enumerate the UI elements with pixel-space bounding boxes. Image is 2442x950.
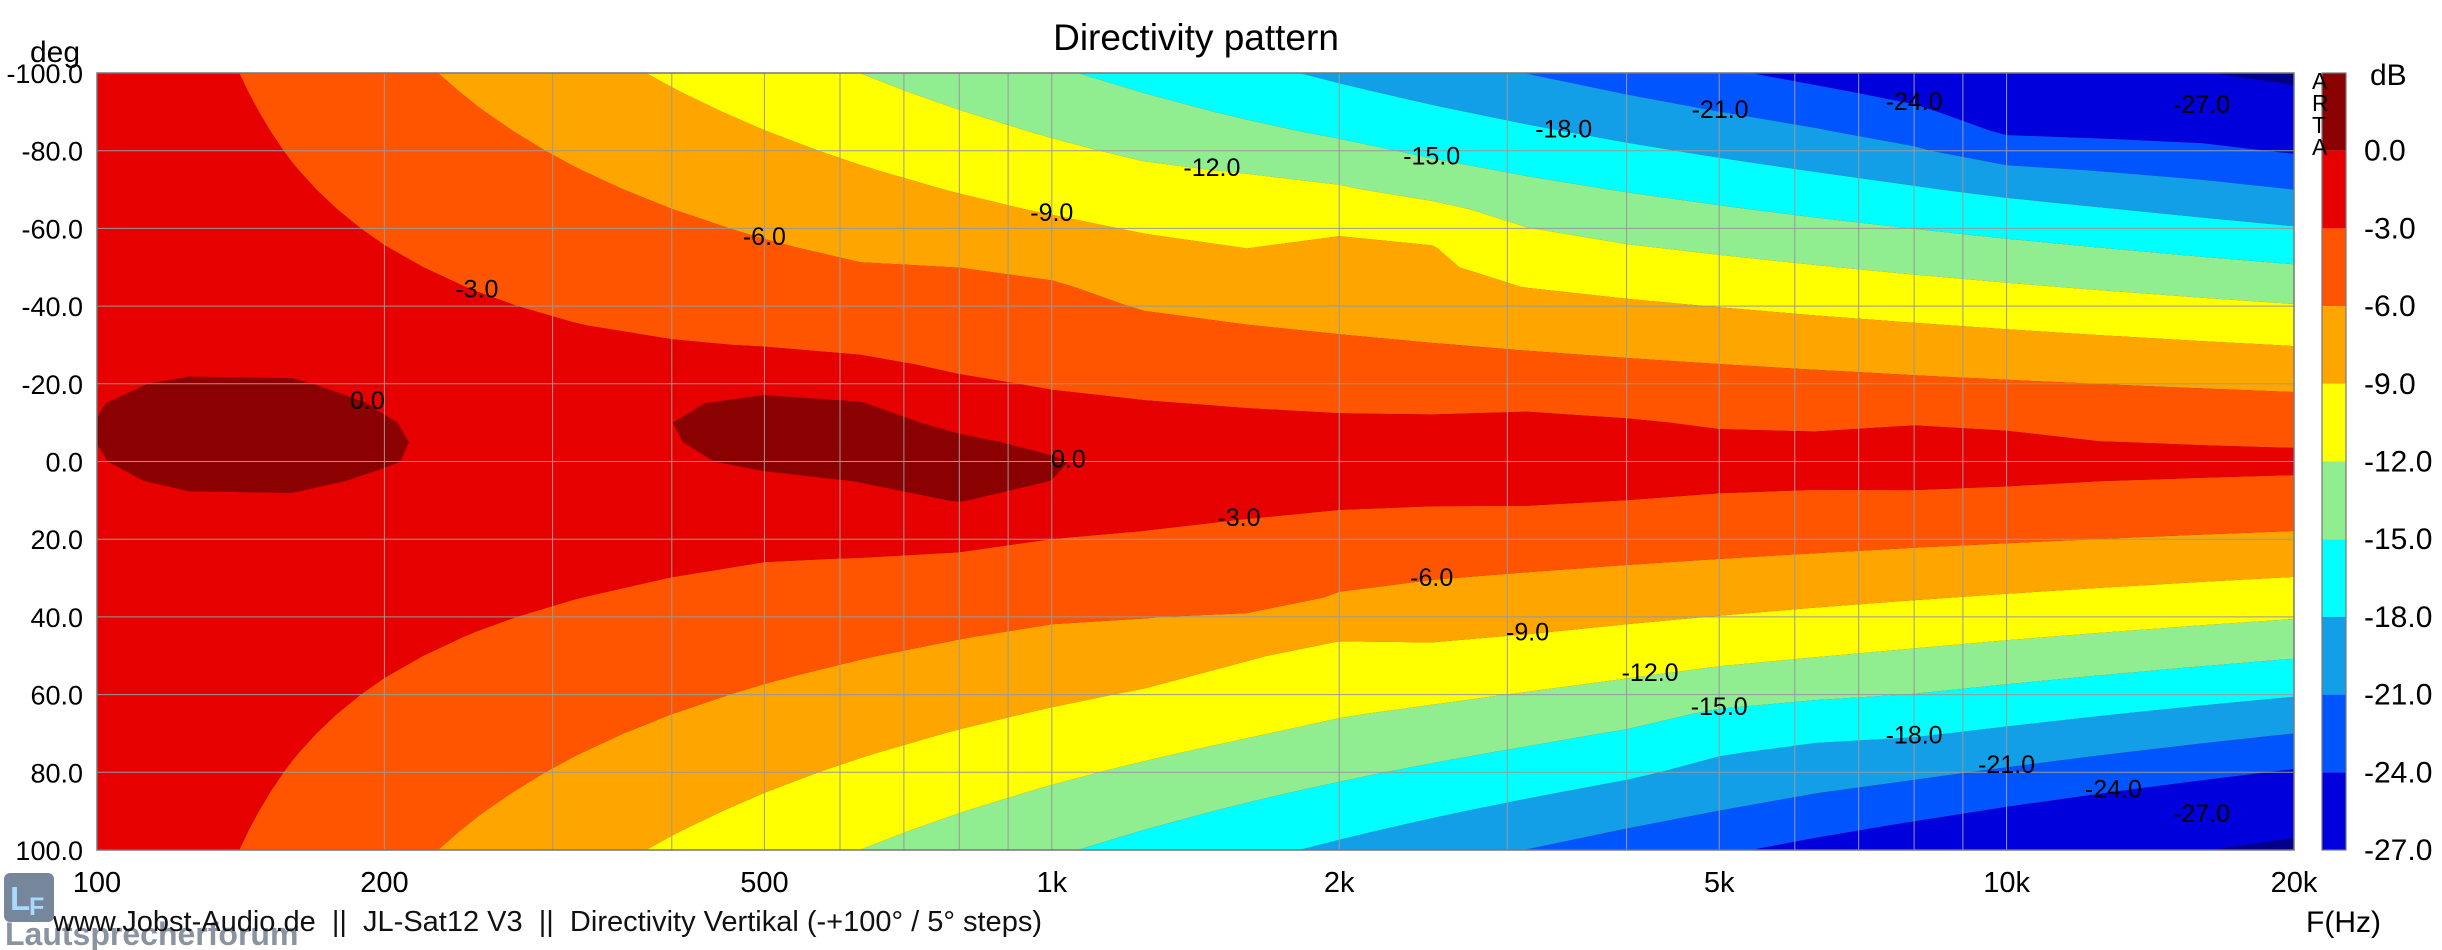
- svg-text:-9.0: -9.0: [1506, 618, 1549, 646]
- svg-text:-15.0: -15.0: [1691, 693, 1748, 721]
- svg-text:0.0: 0.0: [1051, 446, 1086, 474]
- svg-text:-6.0: -6.0: [1410, 564, 1453, 592]
- svg-text:80.0: 80.0: [30, 758, 83, 788]
- svg-text:-100.0: -100.0: [6, 59, 83, 89]
- svg-text:-20.0: -20.0: [21, 370, 83, 400]
- svg-text:-27.0: -27.0: [2173, 91, 2230, 119]
- svg-text:10k: 10k: [1983, 867, 2030, 899]
- svg-text:100: 100: [73, 867, 121, 899]
- svg-text:500: 500: [740, 867, 788, 899]
- svg-text:-27.0: -27.0: [2364, 834, 2432, 867]
- svg-text:www.Jobst-Audio.de || JL-Sat: www.Jobst-Audio.de || JL-Sat12 V3 || Dir…: [52, 906, 1042, 938]
- svg-text:L: L: [10, 880, 30, 917]
- svg-text:-24.0: -24.0: [2364, 756, 2432, 789]
- svg-text:40.0: 40.0: [30, 603, 83, 633]
- svg-text:-80.0: -80.0: [21, 137, 83, 167]
- svg-text:-3.0: -3.0: [1217, 504, 1260, 532]
- svg-text:5k: 5k: [1704, 867, 1735, 899]
- svg-text:-15.0: -15.0: [2364, 523, 2432, 556]
- svg-text:20.0: 20.0: [30, 525, 83, 555]
- svg-text:-21.0: -21.0: [1692, 96, 1749, 124]
- svg-text:-12.0: -12.0: [2364, 446, 2432, 479]
- svg-text:100.0: 100.0: [15, 836, 83, 866]
- svg-text:-40.0: -40.0: [21, 292, 83, 322]
- svg-text:-21.0: -21.0: [1978, 751, 2035, 779]
- svg-text:-18.0: -18.0: [1535, 115, 1592, 143]
- svg-text:-27.0: -27.0: [2173, 800, 2230, 828]
- svg-text:-6.0: -6.0: [2364, 290, 2416, 323]
- svg-text:60.0: 60.0: [30, 681, 83, 711]
- svg-text:200: 200: [360, 867, 408, 899]
- svg-text:0.0: 0.0: [350, 387, 385, 415]
- svg-text:-9.0: -9.0: [2364, 368, 2416, 401]
- svg-text:-18.0: -18.0: [2364, 601, 2432, 634]
- svg-text:-9.0: -9.0: [1030, 199, 1073, 227]
- svg-text:0.0: 0.0: [2364, 135, 2406, 168]
- svg-text:-6.0: -6.0: [743, 223, 786, 251]
- svg-text:2k: 2k: [1324, 867, 1355, 899]
- svg-text:A: A: [2312, 134, 2328, 160]
- svg-text:-21.0: -21.0: [2364, 679, 2432, 712]
- svg-text:-24.0: -24.0: [1886, 88, 1943, 116]
- svg-text:-12.0: -12.0: [1622, 659, 1679, 687]
- svg-text:0.0: 0.0: [45, 448, 83, 478]
- svg-text:-3.0: -3.0: [2364, 212, 2416, 245]
- svg-text:1k: 1k: [1036, 867, 1067, 899]
- svg-text:-12.0: -12.0: [1183, 154, 1240, 182]
- svg-text:-3.0: -3.0: [455, 276, 498, 304]
- svg-text:-18.0: -18.0: [1886, 721, 1943, 749]
- svg-text:F(Hz): F(Hz): [2306, 906, 2381, 939]
- svg-text:-24.0: -24.0: [2085, 776, 2142, 804]
- svg-text:F: F: [29, 893, 44, 921]
- svg-text:20k: 20k: [2271, 867, 2318, 899]
- svg-text:dB: dB: [2370, 59, 2407, 92]
- svg-text:-15.0: -15.0: [1403, 142, 1460, 170]
- svg-text:-60.0: -60.0: [21, 214, 83, 244]
- svg-text:Directivity pattern: Directivity pattern: [1053, 17, 1339, 58]
